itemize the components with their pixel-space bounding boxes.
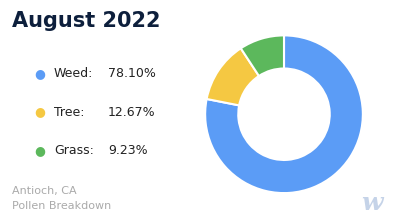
Wedge shape bbox=[205, 35, 363, 193]
Text: 9.23%: 9.23% bbox=[108, 144, 148, 157]
Wedge shape bbox=[207, 48, 259, 105]
Text: ●: ● bbox=[34, 106, 46, 118]
Text: 12.67%: 12.67% bbox=[108, 106, 156, 118]
Text: Tree:: Tree: bbox=[54, 106, 84, 118]
Text: Antioch, CA
Pollen Breakdown: Antioch, CA Pollen Breakdown bbox=[12, 186, 111, 211]
Text: Weed:: Weed: bbox=[54, 67, 93, 80]
Text: 78.10%: 78.10% bbox=[108, 67, 156, 80]
Wedge shape bbox=[241, 35, 284, 76]
Text: ●: ● bbox=[34, 67, 46, 80]
Text: ●: ● bbox=[34, 144, 46, 157]
Text: August 2022: August 2022 bbox=[12, 11, 160, 31]
Text: w: w bbox=[361, 191, 383, 215]
Text: Grass:: Grass: bbox=[54, 144, 94, 157]
